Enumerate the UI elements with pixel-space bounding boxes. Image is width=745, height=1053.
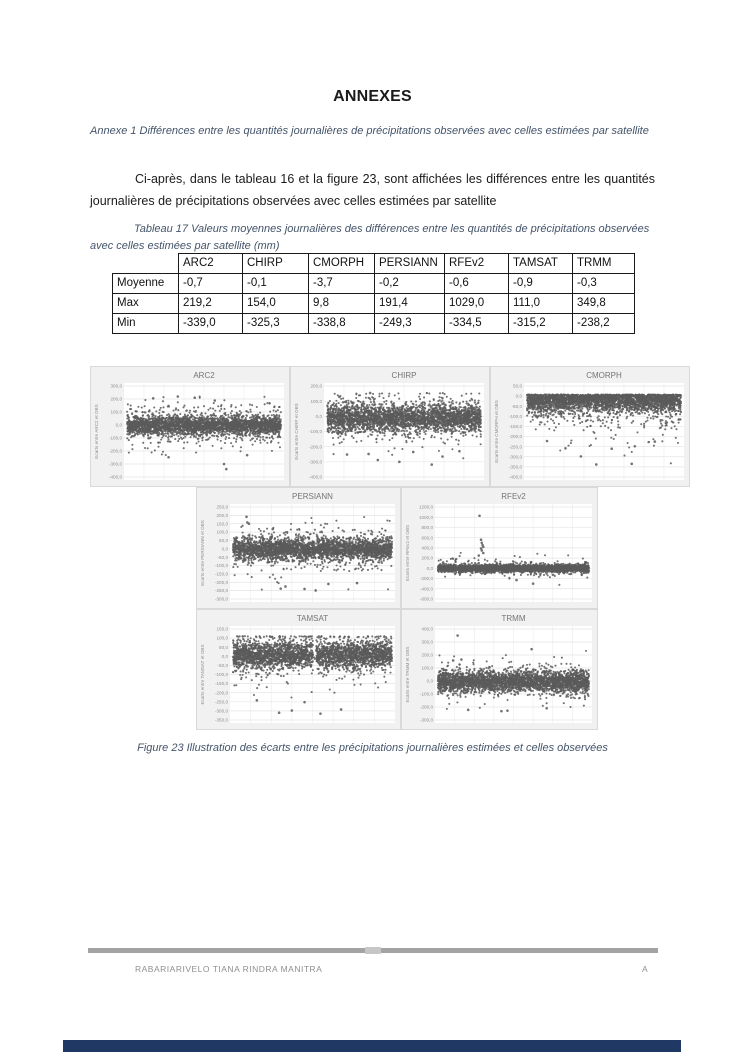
table-corner-cell <box>113 254 179 274</box>
cell: -0,9 <box>508 273 573 294</box>
scatter-chart-tamsat <box>196 609 401 730</box>
cell: 219,2 <box>178 293 243 314</box>
cell: 191,4 <box>374 293 445 314</box>
cell: -325,3 <box>242 313 309 334</box>
cell: -0,2 <box>374 273 445 294</box>
scatter-chart-rfev2 <box>401 487 598 609</box>
column-header-chirp: CHIRP <box>242 253 309 274</box>
cell: -238,2 <box>572 313 635 334</box>
column-header-trmm: TRMM <box>572 253 635 274</box>
annexe-heading: Annexe 1 Différences entre les quantités… <box>90 125 649 137</box>
column-header-tamsat: TAMSAT <box>508 253 573 274</box>
column-header-arc2: ARC2 <box>178 253 243 274</box>
cell: -0,1 <box>242 273 309 294</box>
figure-caption: Figure 23 Illustration des écarts entre … <box>137 742 608 754</box>
footer-page-number: A <box>642 964 648 974</box>
scatter-chart-arc2 <box>90 366 290 487</box>
table-row-min: Min -339,0 -325,3 -338,8 -249,3 -334,5 -… <box>112 313 635 334</box>
table-row-max: Max 219,2 154,0 9,8 191,4 1029,0 111,0 3… <box>112 293 635 314</box>
cell: -0,3 <box>572 273 635 294</box>
cell: 111,0 <box>508 293 573 314</box>
cell: -0,7 <box>178 273 243 294</box>
table-header-row: ARC2 CHIRP CMORPH PERSIANN RFEv2 TAMSAT … <box>113 253 635 274</box>
cell: -339,0 <box>178 313 243 334</box>
row-label: Moyenne <box>112 273 179 294</box>
row-label: Min <box>112 313 179 334</box>
cell: -3,7 <box>308 273 375 294</box>
column-header-rfev2: RFEv2 <box>444 253 509 274</box>
cell: 154,0 <box>242 293 309 314</box>
cell: 349,8 <box>572 293 635 314</box>
cell: -249,3 <box>374 313 445 334</box>
stats-table: ARC2 CHIRP CMORPH PERSIANN RFEv2 TAMSAT … <box>112 253 635 334</box>
column-header-cmorph: CMORPH <box>308 253 375 274</box>
footer-divider-notch <box>365 947 381 954</box>
scatter-chart-chirp <box>290 366 490 487</box>
body-paragraph: Ci-après, dans le tableau 16 et la figur… <box>90 172 655 208</box>
cell: 1029,0 <box>444 293 509 314</box>
page-bottom-bar <box>63 1040 681 1052</box>
scatter-chart-trmm <box>401 609 598 730</box>
cell: -338,8 <box>308 313 375 334</box>
cell: -0,6 <box>444 273 509 294</box>
page-title: ANNEXES <box>333 88 412 105</box>
table-row-moyenne: Moyenne -0,7 -0,1 -3,7 -0,2 -0,6 -0,9 -0… <box>112 273 635 294</box>
row-label: Max <box>112 293 179 314</box>
cell: -334,5 <box>444 313 509 334</box>
scatter-chart-persiann <box>196 487 401 609</box>
table-caption: Tableau 17 Valeurs moyennes journalières… <box>90 223 650 252</box>
cell: -315,2 <box>508 313 573 334</box>
scatter-chart-cmorph <box>490 366 690 487</box>
footer-divider <box>88 947 658 954</box>
footer-author: RABARIARIVELO TIANA RINDRA MANITRA <box>135 964 323 974</box>
column-header-persiann: PERSIANN <box>374 253 445 274</box>
cell: 9,8 <box>308 293 375 314</box>
